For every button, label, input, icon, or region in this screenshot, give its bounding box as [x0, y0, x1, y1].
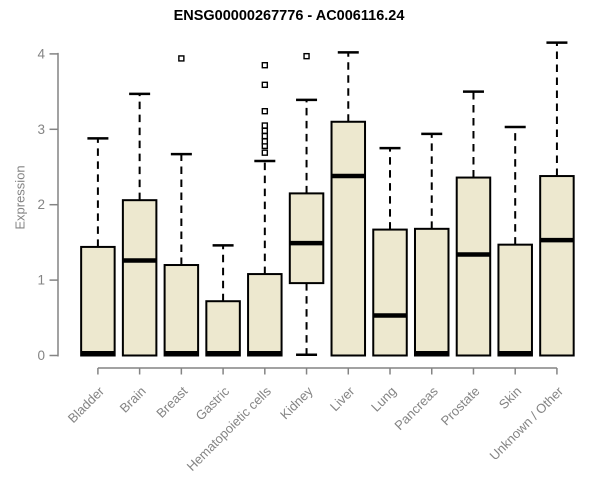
- box-liver: [330, 51, 367, 357]
- chart-title: ENSG00000267776 - AC006116.24: [173, 8, 405, 24]
- iqr-box: [163, 264, 200, 357]
- iqr-box: [413, 227, 450, 357]
- box-skin: [497, 125, 533, 357]
- box-kidney: [288, 52, 325, 356]
- iqr-box: [80, 245, 116, 357]
- iqr-box: [497, 243, 533, 357]
- outlier-point: [261, 62, 269, 69]
- y-tick-label: 0: [37, 348, 45, 363]
- box-brain: [121, 92, 158, 357]
- outlier-point: [261, 127, 269, 135]
- outlier-point: [261, 108, 269, 115]
- box-prostate: [455, 90, 492, 357]
- box-breast: [163, 55, 200, 357]
- box-lung: [372, 146, 408, 357]
- iqr-box: [247, 273, 283, 357]
- x-category-label: Gastric: [192, 383, 232, 423]
- iqr-box: [455, 176, 492, 357]
- x-category-label: Kidney: [277, 383, 316, 422]
- x-category-label: Breast: [153, 383, 190, 420]
- x-category-label: Skin: [496, 384, 524, 412]
- outlier-point: [261, 81, 269, 89]
- iqr-box: [330, 120, 367, 357]
- iqr-box: [372, 228, 408, 357]
- outlier-point: [303, 52, 310, 60]
- y-tick-label: 1: [37, 273, 45, 288]
- y-tick-label: 3: [37, 122, 45, 137]
- y-tick-labels: 0 1 2 3 4: [37, 46, 45, 363]
- iqr-box: [121, 199, 158, 357]
- x-category-label: Lung: [368, 384, 399, 415]
- x-category-label: Pancreas: [391, 383, 441, 433]
- box-bladder: [80, 137, 116, 357]
- box-pancreas: [413, 132, 450, 357]
- outlier-point: [261, 122, 269, 129]
- x-axis: [97, 367, 558, 375]
- outlier-point: [178, 55, 185, 62]
- box-gastric: [205, 244, 241, 357]
- outlier-point: [261, 132, 269, 140]
- y-tick-label: 4: [37, 46, 45, 61]
- iqr-box: [539, 175, 575, 357]
- x-category-label: Liver: [327, 383, 358, 414]
- iqr-box: [288, 192, 325, 285]
- outlier-point: [261, 149, 269, 156]
- x-category-label: Prostate: [438, 384, 483, 429]
- outlier-point: [261, 138, 269, 145]
- y-tick-label: 2: [37, 197, 45, 212]
- iqr-box: [205, 300, 241, 357]
- x-category-label: Bladder: [65, 383, 108, 426]
- x-category-label: Unknown / Other: [486, 383, 566, 463]
- y-axis: [49, 52, 59, 357]
- box-unknown-other: [539, 41, 575, 357]
- x-category-label: Brain: [117, 384, 149, 416]
- box-hematopoietic-cells: [247, 62, 283, 357]
